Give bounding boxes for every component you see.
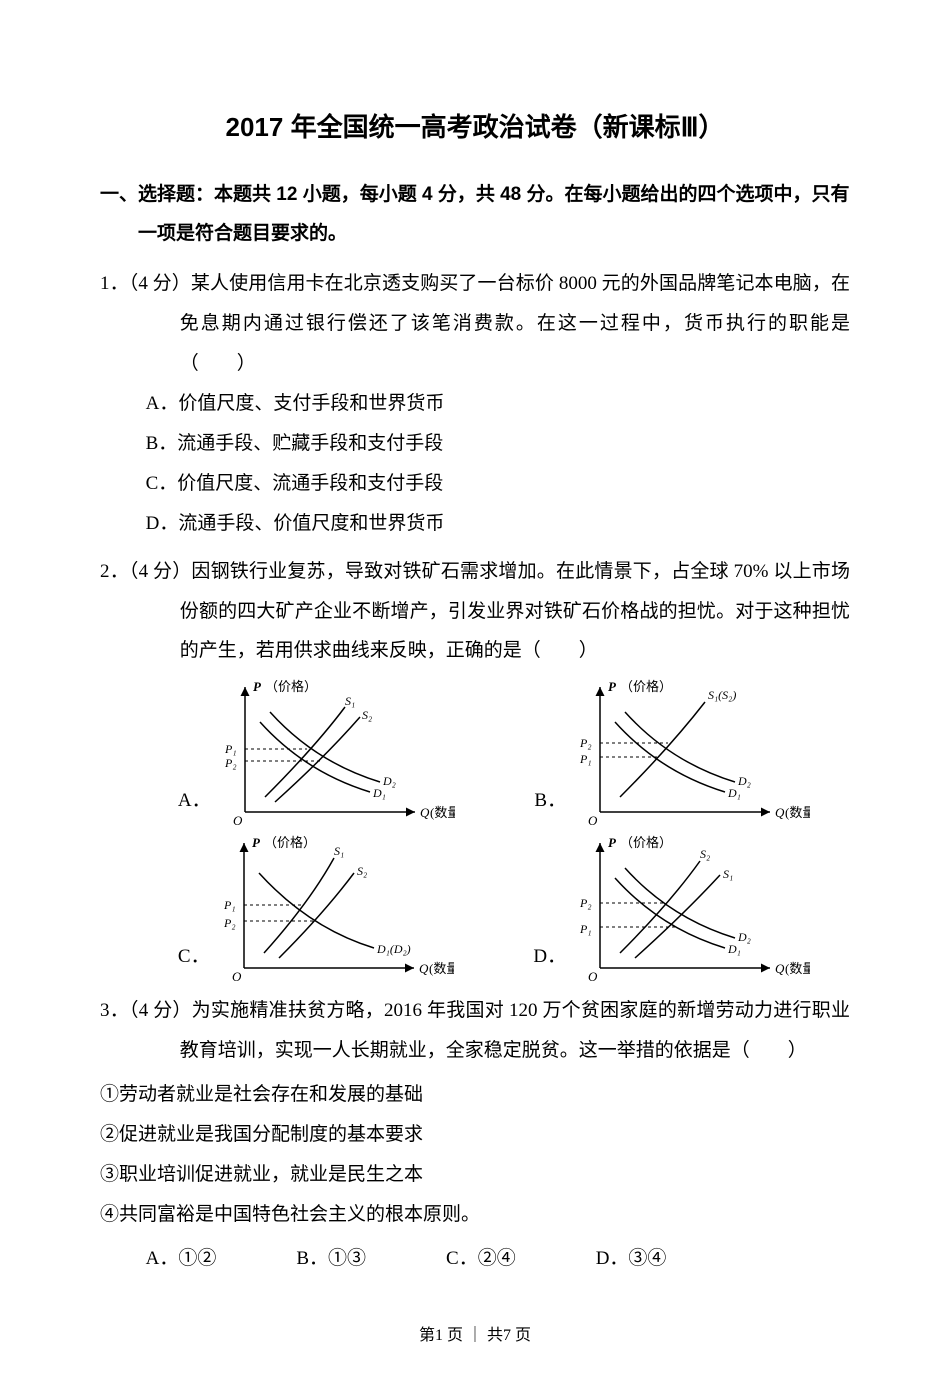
page-footer: 第1 页 ｜ 共7 页 <box>100 1319 850 1353</box>
q3-stem: 3．（4 分）为实施精准扶贫方略，2016 年我国对 120 万个贫困家庭的新增… <box>100 991 850 1071</box>
svg-text:Q: Q <box>419 961 429 976</box>
svg-text:Q: Q <box>775 961 785 976</box>
question-2: 2．（4 分）因钢铁行业复苏，导致对铁矿石需求增加。在此情景下，占全球 70% … <box>100 552 850 984</box>
q1-options: A．价值尺度、支付手段和世界货币 B．流通手段、贮藏手段和支付手段 C．价值尺度… <box>100 384 850 544</box>
q2-graph-d-label: D． <box>533 937 566 983</box>
svg-text:P: P <box>252 835 261 850</box>
svg-text:O: O <box>232 969 242 983</box>
q3-option-d: D．③④ <box>596 1239 667 1279</box>
svg-text:D₁: D₁ <box>727 942 741 956</box>
svg-text:P₁: P₁ <box>224 742 237 756</box>
svg-text:O: O <box>588 969 598 983</box>
svg-text:（价格）: （价格） <box>265 679 317 694</box>
svg-text:(数量): (数量) <box>429 961 454 976</box>
svg-text:（价格）: （价格） <box>620 679 672 694</box>
q3-statements: ①劳动者就业是社会存在和发展的基础 ②促进就业是我国分配制度的基本要求 ③职业培… <box>100 1075 850 1235</box>
q1-option-b: B．流通手段、贮藏手段和支付手段 <box>146 424 850 464</box>
q2-graph-d: D． P（价格） O Q (数量) D₂ D₁ S₂ S₁ <box>533 833 810 983</box>
svg-text:P₁: P₁ <box>579 922 592 936</box>
q1-option-a: A．价值尺度、支付手段和世界货币 <box>146 384 850 424</box>
svg-text:P₁: P₁ <box>579 752 592 766</box>
svg-text:S₁: S₁ <box>723 867 733 881</box>
svg-text:Q: Q <box>775 805 785 820</box>
q3-options: A．①② B．①③ C．②④ D．③④ <box>100 1239 850 1279</box>
q1-option-c: C．价值尺度、流通手段和支付手段 <box>146 464 850 504</box>
svg-text:(数量): (数量) <box>785 805 810 820</box>
q3-option-c: C．②④ <box>446 1239 516 1279</box>
svg-text:S₁: S₁ <box>334 844 344 858</box>
question-3: 3．（4 分）为实施精准扶贫方略，2016 年我国对 120 万个贫困家庭的新增… <box>100 991 850 1278</box>
supply-demand-chart-b-icon: P（价格） O Q (数量) D₂ D₁ S₁(S₂) P₂ P₁ <box>570 677 810 827</box>
question-1: 1．（4 分）某人使用信用卡在北京透支购买了一台标价 8000 元的外国品牌笔记… <box>100 264 850 543</box>
svg-text:Q: Q <box>420 805 430 820</box>
svg-text:P₁: P₁ <box>223 898 236 912</box>
q3-s3: ③职业培训促进就业，就业是民生之本 <box>100 1155 850 1195</box>
q3-s1: ①劳动者就业是社会存在和发展的基础 <box>100 1075 850 1115</box>
svg-text:D₁: D₁ <box>372 786 386 800</box>
q2-graph-b-label: B． <box>534 781 566 827</box>
svg-text:O: O <box>233 813 243 827</box>
svg-text:S₂: S₂ <box>362 708 372 722</box>
q1-stem: 1．（4 分）某人使用信用卡在北京透支购买了一台标价 8000 元的外国品牌笔记… <box>100 264 850 384</box>
q2-stem: 2．（4 分）因钢铁行业复苏，导致对铁矿石需求增加。在此情景下，占全球 70% … <box>100 552 850 672</box>
q1-option-d: D．流通手段、价值尺度和世界货币 <box>146 504 850 544</box>
svg-text:D₁(D₂): D₁(D₂) <box>376 942 411 956</box>
svg-text:S₂: S₂ <box>700 847 710 861</box>
q3-option-b: B．①③ <box>296 1239 366 1279</box>
svg-text:(数量): (数量) <box>785 961 810 976</box>
page-title: 2017 年全国统一高考政治试卷（新课标Ⅲ） <box>100 100 850 155</box>
supply-demand-chart-a-icon: P（价格） O Q (数量) D₂ D₁ S₁ S₂ P₁ P₂ <box>215 677 455 827</box>
section-header: 一、选择题：本题共 12 小题，每小题 4 分，共 48 分。在每小题给出的四个… <box>100 175 850 255</box>
svg-text:S₁(S₂): S₁(S₂) <box>708 688 736 702</box>
q2-graph-c: C． P（价格） O Q (数量) D₁(D₂) S₁ S₂ <box>178 833 454 983</box>
q2-graph-a-label: A． <box>178 781 211 827</box>
svg-text:P₂: P₂ <box>223 916 236 930</box>
svg-text:P₂: P₂ <box>579 736 592 750</box>
svg-text:P: P <box>253 679 262 694</box>
svg-text:P₂: P₂ <box>579 896 592 910</box>
svg-text:P: P <box>608 679 617 694</box>
q2-graph-row-1: A． P（价格） O Q (数量) D₂ D₁ S₁ S₂ <box>100 677 850 827</box>
q2-graph-b: B． P（价格） O Q (数量) D₂ D₁ S₁(S₂) <box>534 677 810 827</box>
svg-text:O: O <box>588 813 598 827</box>
q2-graph-a: A． P（价格） O Q (数量) D₂ D₁ S₁ S₂ <box>178 677 455 827</box>
supply-demand-chart-d-icon: P（价格） O Q (数量) D₂ D₁ S₂ S₁ P₂ P₁ <box>570 833 810 983</box>
svg-text:D₁: D₁ <box>727 786 741 800</box>
supply-demand-chart-c-icon: P（价格） O Q (数量) D₁(D₂) S₁ S₂ P₁ P₂ <box>214 833 454 983</box>
q3-s4: ④共同富裕是中国特色社会主义的根本原则。 <box>100 1195 850 1235</box>
q3-option-a: A．①② <box>146 1239 217 1279</box>
svg-text:(数量): (数量) <box>430 805 455 820</box>
svg-text:（价格）: （价格） <box>620 835 672 850</box>
q3-s2: ②促进就业是我国分配制度的基本要求 <box>100 1115 850 1155</box>
svg-text:S₁: S₁ <box>345 694 355 708</box>
svg-text:S₂: S₂ <box>357 864 367 878</box>
svg-text:P: P <box>608 835 617 850</box>
svg-text:P₂: P₂ <box>224 756 237 770</box>
q2-graph-c-label: C． <box>178 937 210 983</box>
q2-graph-row-2: C． P（价格） O Q (数量) D₁(D₂) S₁ S₂ <box>100 833 850 983</box>
svg-text:（价格）: （价格） <box>264 835 316 850</box>
